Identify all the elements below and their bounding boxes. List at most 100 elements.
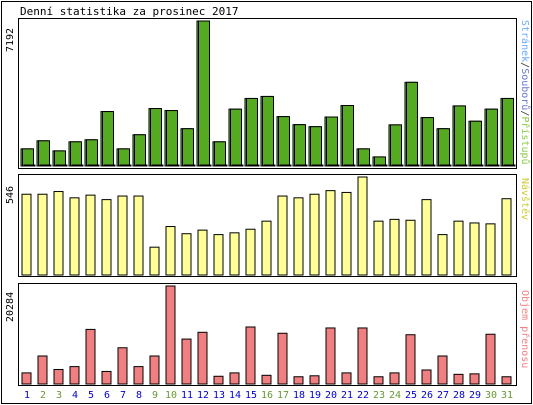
x-tick-label-day-26: 26 bbox=[421, 390, 433, 401]
x-axis-day-labels: 1 2 3 4 5 6 7 8 9 10 11 12 13 14 15 16 17 18 19 20 21 22 23 24 2… bbox=[24, 390, 513, 401]
hits-bar-soubor-day-10 bbox=[166, 110, 178, 167]
volume-bar-day-7 bbox=[117, 347, 128, 385]
hits-bar-soubor-day-20 bbox=[326, 116, 338, 167]
hits-bar-soubor-day-5 bbox=[86, 139, 98, 167]
hits-bar-soubor-day-21 bbox=[342, 105, 354, 167]
volume-bar-day-3 bbox=[53, 369, 64, 385]
x-tick-label-day-7: 7 bbox=[120, 390, 126, 401]
hits-bar-soubor-day-12 bbox=[198, 20, 210, 167]
hits-bar-strnek-day-12 bbox=[199, 164, 212, 167]
hits-bar-strnek-day-7 bbox=[119, 164, 132, 167]
hits-bar-soubor-day-6 bbox=[102, 111, 114, 167]
hits-bar-soubor-day-18 bbox=[294, 124, 306, 167]
visits-bar-day-1 bbox=[21, 193, 32, 276]
hits-bar-soubor-day-25 bbox=[406, 81, 418, 167]
hits-bar-soubor-day-31 bbox=[502, 97, 514, 167]
visits-bar-day-23 bbox=[373, 220, 384, 276]
hits-bar-strnek-day-23 bbox=[375, 164, 388, 167]
visits-bar-day-5 bbox=[85, 194, 96, 276]
hits-bar-soubor-day-16 bbox=[262, 95, 274, 167]
volume-bar-day-24 bbox=[389, 372, 400, 385]
visits-bar-day-21 bbox=[341, 191, 352, 276]
hits-bar-strnek-day-5 bbox=[87, 164, 100, 167]
hits-bar-soubor-day-2 bbox=[38, 140, 50, 167]
visits-bar-day-30 bbox=[485, 223, 496, 276]
volume-bar-day-5 bbox=[85, 328, 96, 385]
visits-bar-day-3 bbox=[53, 191, 64, 276]
visits-bar-day-17 bbox=[277, 195, 288, 276]
legend-souboru: Souborů bbox=[519, 68, 531, 110]
x-tick-label-day-16: 16 bbox=[261, 390, 273, 401]
hits-bar-strnek-day-17 bbox=[279, 164, 292, 167]
volume-bar-day-29 bbox=[469, 373, 480, 385]
x-tick-label-day-1: 1 bbox=[24, 390, 30, 401]
hits-bar-soubor-day-4 bbox=[70, 141, 82, 167]
hits-bar-strnek-day-24 bbox=[391, 164, 404, 167]
hits-bar-strnek-day-27 bbox=[439, 164, 452, 167]
volume-legend: Objem přenosu bbox=[519, 290, 531, 368]
hits-bar-strnek-day-4 bbox=[71, 164, 84, 167]
x-tick-label-day-29: 29 bbox=[469, 390, 481, 401]
legend-stranek: Stránek bbox=[519, 20, 531, 62]
volume-bar-day-26 bbox=[421, 369, 432, 385]
hits-bar-strnek-day-28 bbox=[455, 164, 468, 167]
visits-bar-day-24 bbox=[389, 218, 400, 276]
hits-bar-strnek-day-30 bbox=[487, 164, 500, 167]
volume-bar-day-31 bbox=[501, 376, 512, 385]
x-tick-label-day-10: 10 bbox=[165, 390, 177, 401]
hits-bar-strnek-day-2 bbox=[39, 164, 52, 167]
visits-bar-day-11 bbox=[181, 233, 192, 276]
visits-bar-day-26 bbox=[421, 199, 432, 276]
volume-bar-day-27 bbox=[437, 355, 448, 385]
hits-axis-max-label: 7192 bbox=[5, 28, 16, 52]
hits-bar-strnek-day-15 bbox=[247, 164, 260, 167]
legend-separator-1: / bbox=[519, 62, 530, 68]
hits-bar-strnek-day-14 bbox=[231, 164, 244, 167]
hits-bar-soubor-day-7 bbox=[118, 148, 130, 167]
volume-bar-day-4 bbox=[69, 366, 80, 385]
hits-bar-soubor-day-9 bbox=[150, 108, 162, 167]
volume-bars bbox=[21, 285, 512, 385]
hits-bar-strnek-day-16 bbox=[263, 164, 276, 167]
volume-bar-day-16 bbox=[261, 374, 272, 385]
hits-bar-strnek-day-29 bbox=[471, 164, 484, 167]
x-tick-label-day-19: 19 bbox=[309, 390, 321, 401]
x-tick-label-day-27: 27 bbox=[437, 390, 449, 401]
x-tick-label-day-4: 4 bbox=[72, 390, 78, 401]
panel-volume-frame bbox=[18, 283, 517, 386]
volume-bar-day-22 bbox=[357, 327, 368, 385]
hits-bar-strnek-day-1 bbox=[23, 164, 36, 167]
visits-bar-day-15 bbox=[245, 228, 256, 276]
x-tick-label-day-22: 22 bbox=[357, 390, 369, 401]
hits-bar-strnek-day-21 bbox=[343, 164, 356, 167]
hits-legend: Stránek/Souborů/Přístupů bbox=[519, 20, 531, 165]
x-tick-label-day-8: 8 bbox=[136, 390, 142, 401]
x-tick-label-day-12: 12 bbox=[197, 390, 209, 401]
hits-bar-soubor-day-17 bbox=[278, 116, 290, 167]
visits-bars bbox=[21, 176, 512, 276]
x-tick-label-day-31: 31 bbox=[501, 390, 513, 401]
visits-bar-day-19 bbox=[309, 193, 320, 276]
hits-bar-strnek-day-18 bbox=[295, 164, 308, 167]
panel-hits-frame bbox=[18, 18, 517, 169]
x-tick-label-day-23: 23 bbox=[373, 390, 385, 401]
volume-bar-day-21 bbox=[341, 372, 352, 385]
panel-visits-frame bbox=[18, 174, 517, 277]
x-tick-label-day-5: 5 bbox=[88, 390, 94, 401]
visits-bar-day-10 bbox=[165, 226, 176, 276]
hits-bar-strnek-day-3 bbox=[55, 164, 68, 167]
visits-bar-day-22 bbox=[357, 176, 368, 276]
visits-bar-day-8 bbox=[133, 195, 144, 276]
hits-bar-soubor-day-27 bbox=[438, 128, 450, 167]
volume-bar-day-10 bbox=[165, 285, 176, 385]
x-tick-label-day-21: 21 bbox=[341, 390, 353, 401]
hits-bar-soubor-day-22 bbox=[358, 148, 370, 167]
hits-bar-strnek-day-19 bbox=[311, 164, 324, 167]
visits-bar-day-9 bbox=[149, 246, 160, 276]
hits-bar-soubor-day-8 bbox=[134, 134, 146, 167]
visits-bar-day-28 bbox=[453, 220, 464, 276]
hits-bar-strnek-day-8 bbox=[135, 164, 148, 167]
volume-bar-day-1 bbox=[21, 372, 32, 385]
